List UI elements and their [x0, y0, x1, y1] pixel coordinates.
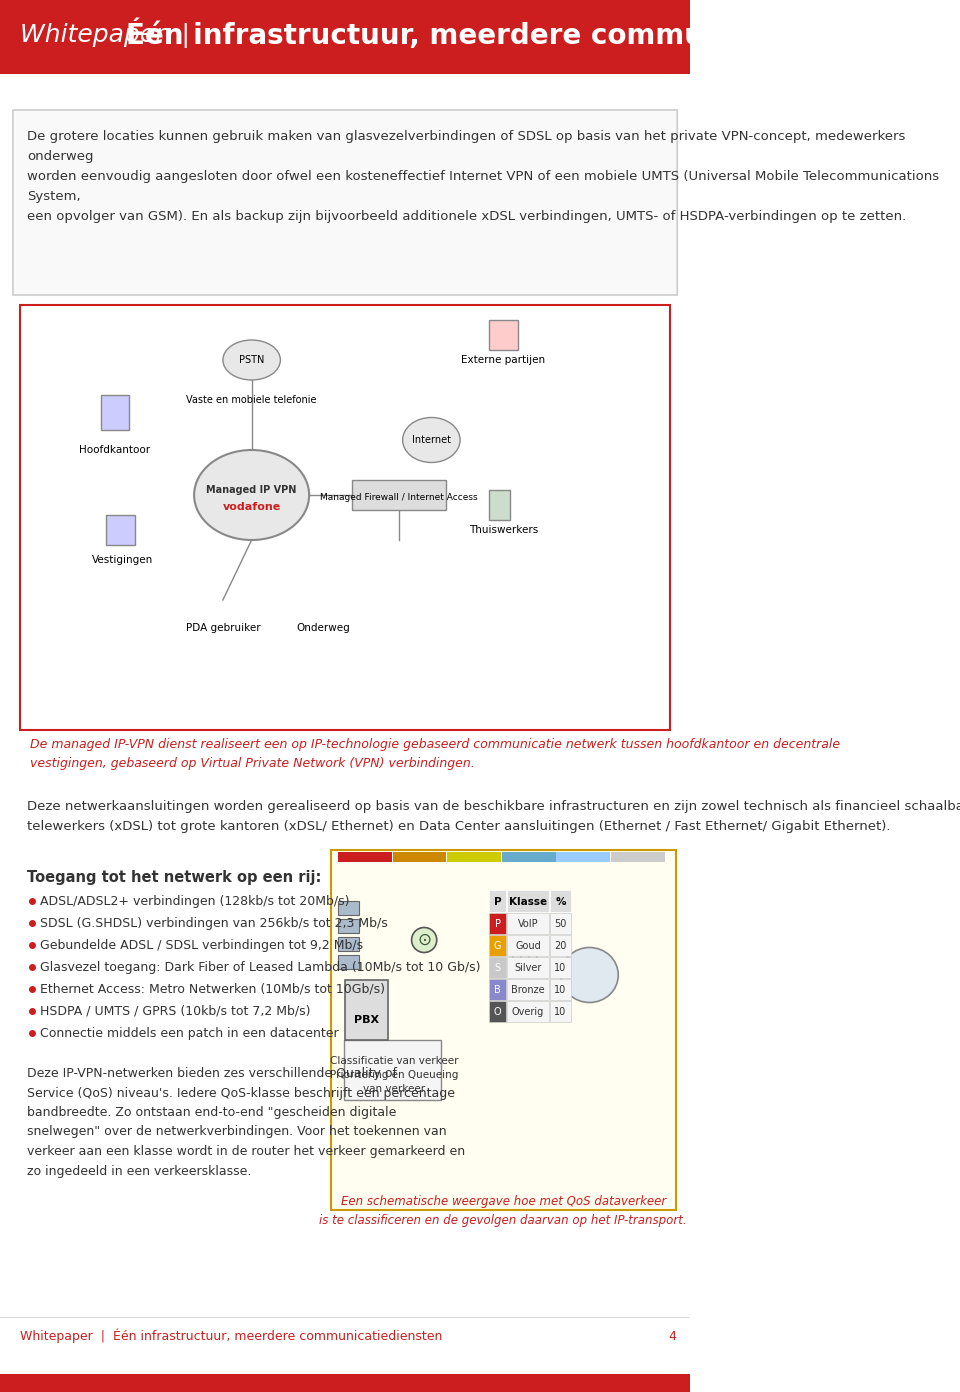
Text: Één infrastructuur, meerdere communicatiediensten: Één infrastructuur, meerdere communicati… [126, 19, 947, 50]
Text: 50: 50 [554, 919, 566, 928]
Text: ⊙: ⊙ [418, 931, 431, 949]
Bar [489, 889, 506, 912]
Bar [550, 1001, 571, 1022]
Text: PSTN: PSTN [239, 355, 264, 365]
Text: S: S [494, 963, 500, 973]
Text: Hoofdkantoor: Hoofdkantoor [80, 445, 151, 455]
Bar [345, 980, 388, 1040]
Bar [489, 913, 506, 934]
Text: Toegang tot het netwerk op een rij:: Toegang tot het netwerk op een rij: [27, 870, 322, 885]
Bar [330, 851, 676, 1210]
Text: Internet: Internet [412, 434, 451, 445]
Bar [550, 958, 571, 979]
Bar [20, 305, 670, 729]
Bar [502, 852, 556, 862]
Text: 20: 20 [554, 941, 566, 951]
Text: Managed IP VPN: Managed IP VPN [206, 484, 297, 496]
Text: P: P [494, 919, 500, 928]
Ellipse shape [223, 340, 280, 380]
Text: Glasvezel toegang: Dark Fiber of Leased Lambda (10Mb/s tot 10 Gb/s): Glasvezel toegang: Dark Fiber of Leased … [39, 960, 480, 974]
Bar [489, 490, 511, 521]
Text: Connectie middels een patch in een datacenter: Connectie middels een patch in een datac… [39, 1027, 338, 1040]
Text: Silver: Silver [515, 963, 541, 973]
Text: Bronze: Bronze [512, 986, 545, 995]
Text: 10: 10 [554, 963, 566, 973]
Text: Thuiswerkers: Thuiswerkers [468, 525, 538, 535]
Ellipse shape [194, 450, 309, 540]
Bar [101, 395, 130, 430]
Text: B: B [494, 986, 501, 995]
Text: Whitepaper  |  Één infrastructuur, meerdere communicatiediensten: Whitepaper | Één infrastructuur, meerder… [20, 1329, 443, 1343]
Text: Ethernet Access: Metro Netwerken (10Mb/s tot 10Gb/s): Ethernet Access: Metro Netwerken (10Mb/s… [39, 983, 385, 997]
Bar [612, 852, 665, 862]
Text: Overig: Overig [512, 1006, 544, 1018]
Text: %: % [555, 896, 565, 908]
Bar [338, 955, 359, 969]
Text: PDA gebruiker: PDA gebruiker [185, 624, 260, 633]
Bar [557, 852, 611, 862]
Text: Classificatie van verkeer
Prioritering en Queueing
van verkeer: Classificatie van verkeer Prioritering e… [329, 1057, 458, 1094]
Bar [507, 935, 549, 956]
Bar [550, 913, 571, 934]
Bar [447, 852, 501, 862]
Text: PBX: PBX [354, 1015, 379, 1025]
Bar [550, 979, 571, 999]
FancyBboxPatch shape [12, 110, 677, 295]
Text: Vestigingen: Vestigingen [91, 555, 153, 565]
Text: ⊙: ⊙ [517, 951, 532, 969]
Bar [338, 901, 359, 915]
Text: Vaste en mobiele telefonie: Vaste en mobiele telefonie [186, 395, 317, 405]
Text: De grotere locaties kunnen gebruik maken van glasvezelverbindingen of SDSL op ba: De grotere locaties kunnen gebruik maken… [27, 129, 940, 223]
Text: Gebundelde ADSL / SDSL verbindingen tot 9,2 Mb/s: Gebundelde ADSL / SDSL verbindingen tot … [39, 940, 363, 952]
Text: ADSL/ADSL2+ verbindingen (128kb/s tot 20Mb/s): ADSL/ADSL2+ verbindingen (128kb/s tot 20… [39, 895, 349, 908]
Bar [0, 0, 690, 70]
Text: SDSL (G.SHDSL) verbindingen van 256kb/s tot 2,3 Mb/s: SDSL (G.SHDSL) verbindingen van 256kb/s … [39, 917, 387, 930]
Text: vodafone: vodafone [223, 503, 280, 512]
Bar [489, 1001, 506, 1022]
Bar [507, 1001, 549, 1022]
Ellipse shape [402, 418, 460, 462]
Ellipse shape [561, 948, 618, 1002]
Text: Whitepaper  |: Whitepaper | [20, 22, 206, 47]
Text: 10: 10 [554, 986, 566, 995]
Text: Klasse: Klasse [509, 896, 547, 908]
Bar [352, 480, 445, 509]
Bar [489, 935, 506, 956]
Ellipse shape [513, 948, 538, 973]
Bar [507, 913, 549, 934]
Text: 10: 10 [554, 1006, 566, 1018]
Text: 4: 4 [668, 1329, 676, 1342]
Bar [0, 70, 690, 74]
Bar [507, 958, 549, 979]
Text: Goud: Goud [516, 941, 540, 951]
Bar [489, 979, 506, 999]
Text: De managed IP-VPN dienst realiseert een op IP-technologie gebaseerd communicatie: De managed IP-VPN dienst realiseert een … [30, 738, 840, 770]
Ellipse shape [412, 927, 437, 952]
Bar [489, 320, 517, 349]
Text: Deze netwerkaansluitingen worden gerealiseerd op basis van de beschikbare infras: Deze netwerkaansluitingen worden gereali… [27, 800, 960, 832]
Text: Een schematische weergave hoe met QoS dataverkeer
is te classificeren en de gevo: Een schematische weergave hoe met QoS da… [320, 1194, 687, 1226]
Bar [489, 958, 506, 979]
Text: Managed Firewall / Internet Access: Managed Firewall / Internet Access [321, 493, 478, 501]
Text: O: O [493, 1006, 501, 1018]
Bar [550, 889, 571, 912]
Bar [107, 515, 135, 546]
Text: HSDPA / UMTS / GPRS (10kb/s tot 7,2 Mb/s): HSDPA / UMTS / GPRS (10kb/s tot 7,2 Mb/s… [39, 1005, 310, 1018]
Text: G: G [493, 941, 501, 951]
Bar [0, 1374, 690, 1392]
Text: Externe partijen: Externe partijen [461, 355, 545, 365]
Bar [550, 935, 571, 956]
Bar [393, 852, 446, 862]
Text: Onderweg: Onderweg [297, 624, 350, 633]
Text: VoIP: VoIP [517, 919, 539, 928]
Bar [507, 979, 549, 999]
Text: P: P [493, 896, 501, 908]
Text: Deze IP-VPN-netwerken bieden zes verschillende Quality of
Service (QoS) niveau's: Deze IP-VPN-netwerken bieden zes verschi… [27, 1068, 466, 1178]
Bar [338, 852, 392, 862]
Bar [338, 919, 359, 933]
Bar [344, 1040, 441, 1100]
Bar [507, 889, 549, 912]
Bar [338, 937, 359, 951]
